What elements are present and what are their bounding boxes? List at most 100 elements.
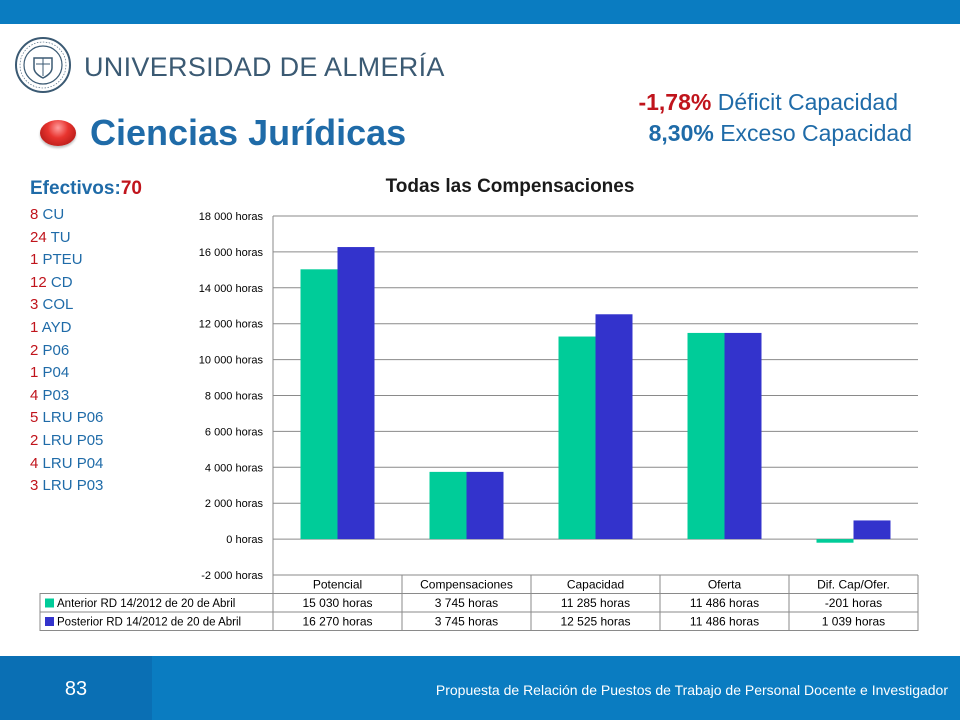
excess-label: Exceso Capacidad xyxy=(720,120,912,146)
y-tick-label: 8 000 horas xyxy=(205,391,264,403)
legend-key xyxy=(45,598,54,608)
staff-item: 1 AYD xyxy=(30,317,142,340)
data-value-label: 11 285 horas xyxy=(561,596,630,610)
data-value-label: 11 486 horas xyxy=(690,596,759,610)
staff-item: 2 P06 xyxy=(30,340,142,363)
staff-category: TU xyxy=(50,228,71,246)
staff-category: AYD xyxy=(41,318,72,336)
data-value-label: 16 270 horas xyxy=(302,615,372,629)
category-label: Potencial xyxy=(313,578,362,592)
staff-item: 2 LRU P05 xyxy=(30,430,142,453)
staff-summary: Efectivos:70 8 CU 24 TU 1 PTEU 12 CD 3 C… xyxy=(30,178,142,498)
y-tick-label: 16 000 horas xyxy=(199,247,264,259)
staff-category: COL xyxy=(42,296,74,314)
staff-item: 4 LRU P04 xyxy=(30,453,142,476)
bar xyxy=(337,247,375,540)
staff-item: 3 COL xyxy=(30,294,142,317)
staff-item: 1 P04 xyxy=(30,362,142,385)
bar xyxy=(816,539,854,543)
bar xyxy=(853,520,891,540)
staff-item: 12 CD xyxy=(30,272,142,295)
y-tick-label: 2 000 horas xyxy=(205,498,264,510)
staff-category: P04 xyxy=(42,364,70,382)
staff-category: P03 xyxy=(42,386,70,404)
deficit-label: Déficit Capacidad xyxy=(717,89,898,115)
y-tick-label: 12 000 horas xyxy=(199,319,264,331)
footer-text: Propuesta de Relación de Puestos de Trab… xyxy=(435,682,948,698)
institution-name: UNIVERSIDAD DE ALMERÍA xyxy=(84,52,445,82)
staff-category: LRU P06 xyxy=(42,409,104,427)
staff-heading-label: Efectivos: xyxy=(30,178,121,199)
data-value-label: -201 horas xyxy=(825,596,882,610)
staff-count: 3 xyxy=(30,296,39,314)
y-tick-label: 18 000 horas xyxy=(199,211,264,223)
footer-number-panel xyxy=(0,656,152,720)
staff-count: 2 xyxy=(30,341,39,359)
bar xyxy=(466,471,504,540)
category-label: Capacidad xyxy=(567,578,624,592)
staff-item: 8 CU xyxy=(30,204,142,227)
excess-value: 8,30% xyxy=(648,120,714,146)
staff-count: 8 xyxy=(30,206,39,223)
staff-count: 2 xyxy=(30,431,39,449)
staff-count: 12 xyxy=(30,273,47,291)
data-value-label: 3 745 horas xyxy=(435,596,498,610)
staff-category: P06 xyxy=(42,341,70,359)
staff-count: 24 xyxy=(30,228,47,246)
bar xyxy=(429,471,467,540)
staff-category: LRU P04 xyxy=(42,454,104,472)
staff-item: 4 P03 xyxy=(30,385,142,408)
university-seal-icon xyxy=(15,37,71,93)
excess-stat: 8,30% Exceso Capacidad xyxy=(649,120,912,147)
top-banner xyxy=(0,0,960,24)
y-tick-label: -2 000 horas xyxy=(201,570,263,582)
data-value-label: 12 525 horas xyxy=(560,615,630,629)
bar xyxy=(724,332,762,540)
staff-count: 1 xyxy=(30,364,39,382)
staff-count: 1 xyxy=(30,251,39,269)
bar xyxy=(300,269,338,540)
staff-category: CU xyxy=(42,206,65,223)
bar xyxy=(595,314,633,540)
y-tick-label: 6 000 horas xyxy=(205,426,264,438)
staff-count: 4 xyxy=(30,386,39,404)
staff-item: 5 LRU P06 xyxy=(30,407,142,430)
red-ball-icon xyxy=(40,120,76,146)
y-tick-label: 14 000 horas xyxy=(199,283,264,295)
category-label: Dif. Cap/Ofer. xyxy=(817,578,890,592)
staff-total: 70 xyxy=(120,178,142,199)
bar xyxy=(687,332,725,540)
page-title: Ciencias Jurídicas xyxy=(90,112,407,153)
y-tick-label: 10 000 horas xyxy=(199,355,264,367)
legend-key xyxy=(45,617,54,626)
footer-panel xyxy=(152,656,960,720)
deficit-stat: -1,78% Déficit Capacidad xyxy=(638,89,898,116)
staff-category: CD xyxy=(50,273,73,291)
data-value-label: 1 039 horas xyxy=(822,615,885,629)
deficit-value: -1,78% xyxy=(638,89,712,115)
staff-count: 5 xyxy=(30,409,39,427)
bar xyxy=(558,336,596,540)
series-name: Anterior RD 14/2012 de 20 de Abril xyxy=(57,598,235,610)
data-value-label: 15 030 horas xyxy=(302,596,372,610)
staff-item: 3 LRU P03 xyxy=(30,475,142,498)
staff-count: 3 xyxy=(30,477,39,495)
staff-heading: Efectivos:70 xyxy=(30,178,142,200)
staff-item: 1 PTEU xyxy=(30,249,142,272)
staff-count: 4 xyxy=(30,454,39,472)
series-name: Posterior RD 14/2012 de 20 de Abril xyxy=(57,617,241,629)
category-label: Oferta xyxy=(708,578,742,592)
staff-category: PTEU xyxy=(42,251,83,269)
y-tick-label: 0 horas xyxy=(226,534,263,546)
data-value-label: 3 745 horas xyxy=(435,615,498,629)
chart-title: Todas las Compensaciones xyxy=(385,176,635,197)
staff-count: 1 xyxy=(30,318,39,336)
page-number: 83 xyxy=(64,678,88,700)
y-tick-label: 4 000 horas xyxy=(205,462,264,474)
category-label: Compensaciones xyxy=(420,578,513,592)
staff-category: LRU P03 xyxy=(42,477,104,495)
staff-item: 24 TU xyxy=(30,227,142,250)
data-value-label: 11 486 horas xyxy=(690,615,759,629)
staff-category: LRU P05 xyxy=(42,431,104,449)
